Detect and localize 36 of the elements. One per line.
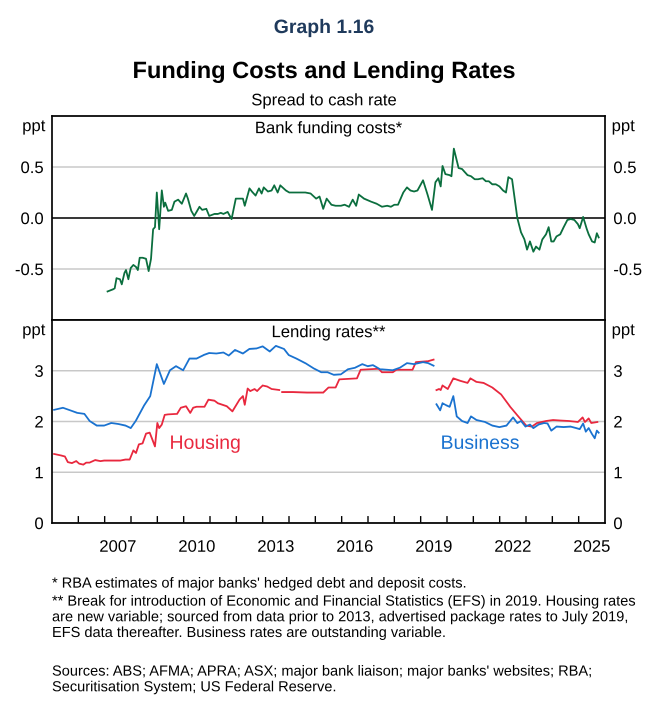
y-tick-label: -0.5: [16, 263, 43, 276]
y2-axis-title: ppt: [612, 324, 635, 339]
text: * RBA estimates of major banks' hedged debt and deposit costs.: [52, 577, 466, 591]
series-label: Housing: [171, 434, 240, 453]
chart-title: Funding Costs and Lending Rates: [134, 60, 515, 84]
y-tick-label: 3: [35, 365, 43, 377]
x-tick-label: 2013: [258, 540, 294, 552]
y2-tick-label: 0.5: [614, 161, 636, 174]
x-tick-label: 2022: [495, 540, 531, 552]
x-tick-label: 2025: [574, 540, 610, 552]
chart-subtitle: Spread to cash rate: [252, 93, 396, 109]
y-tick-label: 2: [35, 416, 43, 428]
y2-tick-label: 0.0: [614, 212, 636, 224]
text: ** Break for introduction of Economic and Financial Statistics (EFS) in 2019. Housing rates are new variable; sourced from data prior to 2013, advertised package rates to July 2019, EFS data thereafter. Business rates are outstanding variable.: [52, 595, 636, 640]
x-tick-label: 2019: [416, 540, 452, 552]
y2-tick-label: 2: [614, 416, 622, 428]
y2-tick-label: 3: [614, 365, 622, 377]
y-tick-label: 0.0: [21, 212, 44, 224]
y2-tick-label: -0.5: [614, 263, 642, 276]
x-tick-label: 2007: [100, 540, 136, 552]
line-series: [106, 148, 600, 292]
y2-tick-label: 1: [614, 466, 622, 478]
x-tick-label: 2016: [337, 540, 373, 552]
caption: Graph 1.16: [274, 18, 374, 38]
y-tick-label: 0: [35, 517, 44, 530]
chart-title: Lending rates**: [272, 325, 386, 341]
annotation: Bank funding costs*: [256, 121, 402, 137]
y-tick-label: 0.5: [21, 161, 43, 174]
x-tick-label: 2010: [179, 540, 215, 552]
y2-axis-title: ppt: [612, 120, 635, 135]
source-note: Sources: ABS; AFMA; APRA; ASX; major bank liaison; major banks' websites; RBA; Securitisation System; US Federal Reserve.: [52, 665, 591, 694]
y-axis-title: ppt: [23, 120, 46, 135]
y2-tick-label: 0: [614, 517, 622, 530]
series-label: Business: [442, 434, 519, 450]
y-tick-label: 1: [36, 466, 43, 478]
y-axis-title: ppt: [23, 324, 46, 339]
